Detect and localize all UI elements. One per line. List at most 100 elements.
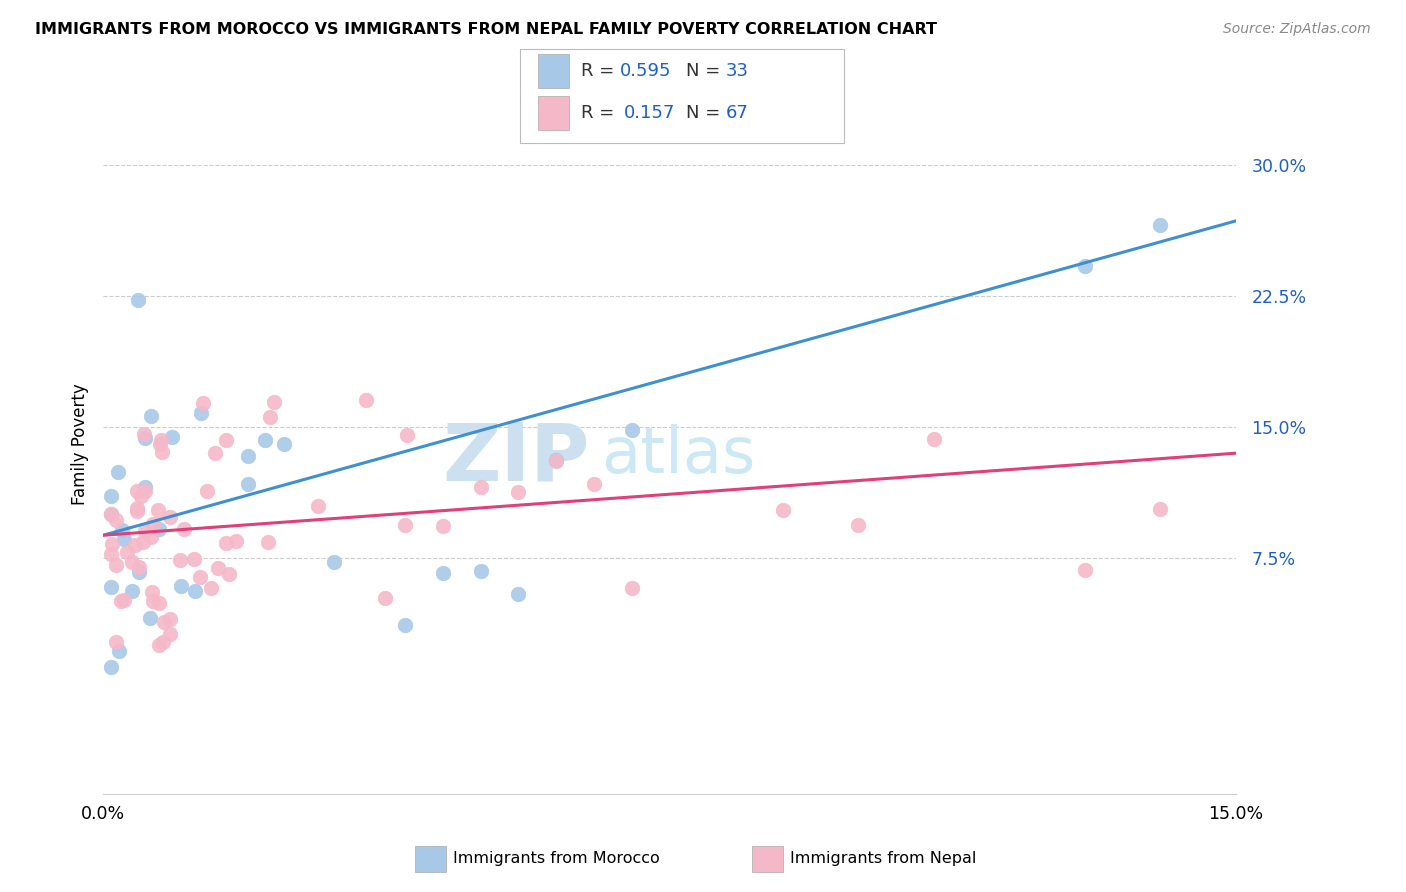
Text: N =: N = [686,104,725,122]
Point [139,611,162,625]
Point [432,518,454,533]
Point [1073,563,1095,577]
Point [508,484,530,499]
Point [263,395,285,409]
Text: atlas: atlas [602,424,756,486]
Point [218,566,240,581]
Point [620,423,643,437]
Point [131,535,153,549]
Point [129,489,152,503]
Point [160,430,183,444]
Point [112,532,135,546]
Point [134,430,156,444]
Point [1149,218,1171,232]
Point [259,410,281,425]
Point [238,477,260,491]
Point [215,433,238,447]
Point [100,547,122,561]
Point [105,513,128,527]
Point [159,509,181,524]
Point [207,560,229,574]
Point [127,293,149,307]
Point [104,558,127,572]
Point [374,591,396,606]
Point [134,479,156,493]
Point [148,595,170,609]
Point [354,393,377,408]
Text: ZIP: ZIP [443,419,591,498]
Text: R =: R = [581,62,620,80]
Point [1073,259,1095,273]
Point [170,578,193,592]
Point [127,500,149,515]
Point [125,483,148,498]
Point [141,584,163,599]
Point [394,518,416,533]
Point [148,638,170,652]
Point [546,453,568,467]
Point [100,660,122,674]
Point [273,436,295,450]
Point [188,570,211,584]
Point [149,437,172,451]
Point [110,594,132,608]
Point [582,477,605,491]
Point [153,615,176,630]
Point [124,538,146,552]
Point [111,523,134,537]
Point [100,507,122,521]
Point [142,517,165,532]
Point [159,612,181,626]
Point [1149,502,1171,516]
Point [159,627,181,641]
Text: Source: ZipAtlas.com: Source: ZipAtlas.com [1223,22,1371,37]
Text: 0.157: 0.157 [624,104,676,122]
Text: 33: 33 [725,62,748,80]
Point [121,583,143,598]
Text: Immigrants from Morocco: Immigrants from Morocco [453,852,659,866]
Point [200,582,222,596]
Point [108,644,131,658]
Point [117,545,139,559]
Point [195,483,218,498]
Point [214,536,236,550]
Point [141,530,163,544]
Point [772,502,794,516]
Text: IMMIGRANTS FROM MOROCCO VS IMMIGRANTS FROM NEPAL FAMILY POVERTY CORRELATION CHAR: IMMIGRANTS FROM MOROCCO VS IMMIGRANTS FR… [35,22,938,37]
Point [922,432,945,446]
Point [125,504,148,518]
Point [322,555,344,569]
Text: N =: N = [686,62,725,80]
Text: 0.595: 0.595 [620,62,672,80]
Point [169,552,191,566]
Point [307,500,329,514]
Point [620,581,643,595]
Point [204,446,226,460]
Point [546,454,568,468]
Point [100,489,122,503]
Point [508,587,530,601]
Point [128,560,150,574]
Point [148,523,170,537]
Point [253,433,276,447]
Point [112,593,135,607]
Point [846,518,869,533]
Point [105,635,128,649]
Point [101,537,124,551]
Point [470,564,492,578]
Point [257,535,280,549]
Point [173,523,195,537]
Text: R =: R = [581,104,626,122]
Point [183,583,205,598]
Point [134,483,156,498]
Point [225,533,247,548]
Point [107,465,129,479]
Point [183,551,205,566]
Point [470,480,492,494]
Point [100,507,122,521]
Point [432,566,454,581]
Point [190,406,212,420]
Point [142,594,165,608]
Point [100,580,122,594]
Point [128,565,150,579]
